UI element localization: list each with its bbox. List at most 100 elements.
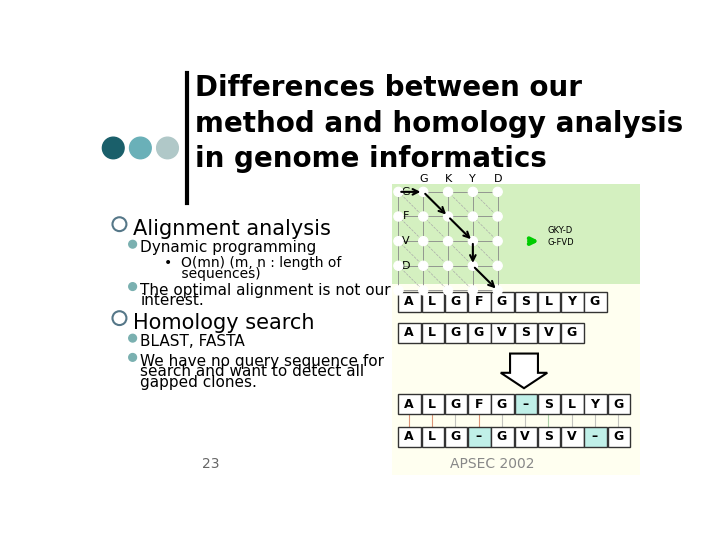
Text: GKY-D: GKY-D [547,226,572,235]
Bar [608,427,630,447]
Bar [538,323,560,343]
Circle shape [394,212,403,221]
Circle shape [444,286,453,295]
Circle shape [394,187,403,197]
Text: G: G [450,398,461,411]
Text: D: D [402,261,410,271]
Circle shape [493,261,503,271]
Text: F: F [402,212,409,221]
Text: V: V [521,430,530,443]
Text: BLAST, FASTA: BLAST, FASTA [140,334,245,349]
Bar [538,427,560,447]
Bar [422,427,444,447]
Bar [515,292,537,312]
Circle shape [444,261,453,271]
Circle shape [129,240,137,248]
Circle shape [444,237,453,246]
Text: L: L [428,430,436,443]
Circle shape [418,187,428,197]
Bar [445,427,467,447]
Bar [538,292,560,312]
Text: Y: Y [567,295,576,308]
Bar [538,394,560,414]
Circle shape [468,237,477,246]
Text: D: D [493,174,502,184]
Text: K: K [444,174,451,184]
Bar [561,394,584,414]
Circle shape [493,286,503,295]
Bar [585,292,607,312]
Circle shape [418,286,428,295]
Bar [445,323,467,343]
Text: G: G [613,430,624,443]
Circle shape [102,137,124,159]
Text: V: V [544,326,553,339]
Circle shape [129,354,137,361]
Text: interest.: interest. [140,294,204,308]
Text: V: V [497,326,507,339]
Text: S: S [521,326,530,339]
Text: A: A [404,430,414,443]
Circle shape [394,237,403,246]
Circle shape [418,237,428,246]
Bar [492,394,514,414]
Bar [561,292,584,312]
Bar [422,292,444,312]
Text: S: S [521,295,530,308]
Bar [468,394,490,414]
Text: Y: Y [590,398,600,411]
Bar [422,323,444,343]
Text: 23: 23 [202,457,220,471]
Text: We have no query sequence for: We have no query sequence for [140,354,384,368]
Text: Differences between our
method and homology analysis
in genome informatics: Differences between our method and homol… [194,74,683,173]
Circle shape [444,212,453,221]
Text: S: S [544,430,553,443]
Bar [492,323,514,343]
Text: –: – [522,398,528,411]
Text: The optimal alignment is not our: The optimal alignment is not our [140,283,391,298]
Circle shape [493,187,503,197]
Text: Dynamic programming: Dynamic programming [140,240,317,255]
Text: L: L [428,295,436,308]
Text: G: G [567,326,577,339]
Bar [398,292,421,312]
Text: sequences): sequences) [163,267,260,281]
Bar [392,184,640,334]
Circle shape [468,212,477,221]
Circle shape [418,212,428,221]
Text: F: F [474,295,483,308]
Bar [585,427,607,447]
Text: V: V [402,236,410,246]
Bar [515,427,537,447]
Text: G-FVD: G-FVD [547,238,574,247]
Text: APSEC 2002: APSEC 2002 [451,457,535,471]
Text: gapped clones.: gapped clones. [140,375,257,390]
Bar [492,427,514,447]
Text: F: F [474,398,483,411]
Text: G: G [419,174,428,184]
Circle shape [129,283,137,291]
Circle shape [130,137,151,159]
Text: S: S [544,398,553,411]
Text: G: G [402,187,410,197]
Bar [445,292,467,312]
Bar [561,323,584,343]
Bar [398,323,421,343]
Circle shape [468,261,477,271]
Text: –: – [592,430,598,443]
Bar [468,323,490,343]
Text: –: – [476,430,482,443]
Bar [422,394,444,414]
Bar [445,394,467,414]
Text: L: L [544,295,552,308]
Bar [492,292,514,312]
Text: L: L [428,398,436,411]
Text: Homology search: Homology search [133,313,315,333]
Text: A: A [404,398,414,411]
Text: G: G [450,295,461,308]
Text: G: G [474,326,484,339]
Circle shape [468,286,477,295]
Text: search and want to detect all: search and want to detect all [140,364,364,379]
Text: L: L [428,326,436,339]
Circle shape [468,187,477,197]
